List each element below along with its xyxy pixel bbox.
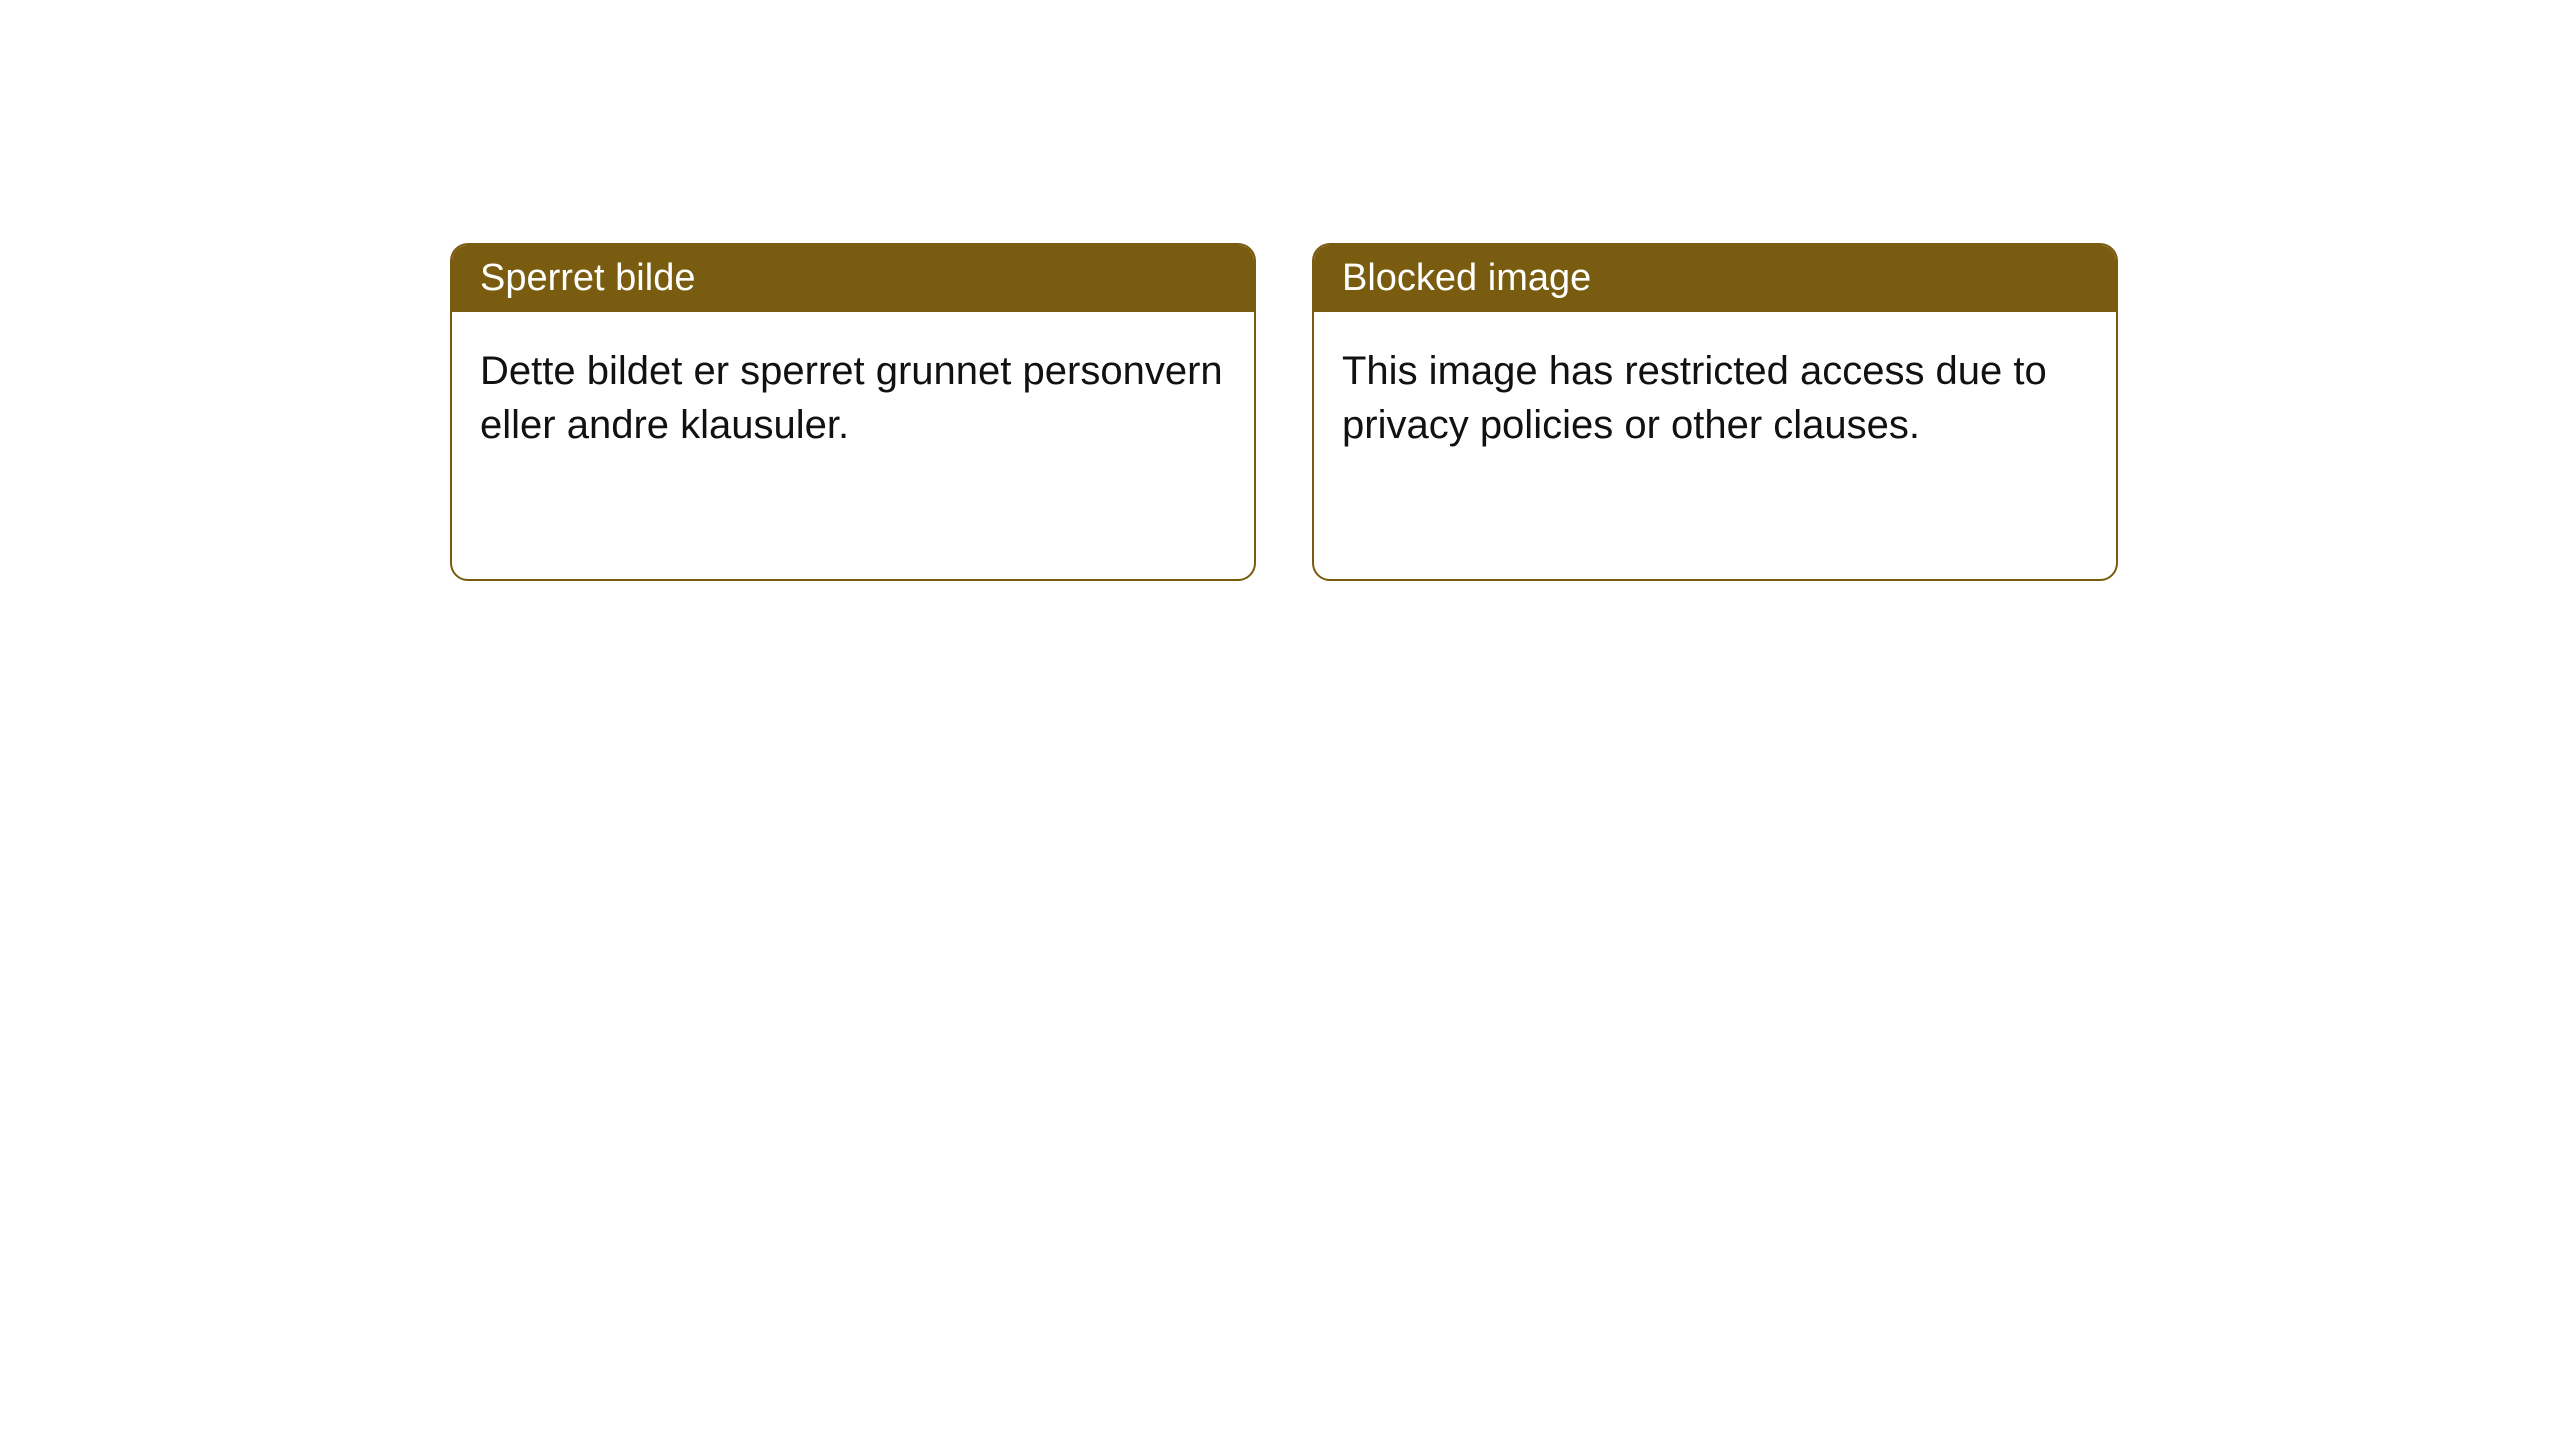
notice-body: This image has restricted access due to … <box>1314 312 2116 484</box>
notice-body: Dette bildet er sperret grunnet personve… <box>452 312 1254 484</box>
notice-title: Blocked image <box>1342 257 1591 299</box>
notice-title: Sperret bilde <box>480 257 695 299</box>
notice-header: Sperret bilde <box>452 245 1254 312</box>
notice-card-english: Blocked image This image has restricted … <box>1312 243 2118 581</box>
notice-container: Sperret bilde Dette bildet er sperret gr… <box>450 243 2118 581</box>
notice-header: Blocked image <box>1314 245 2116 312</box>
notice-body-text: This image has restricted access due to … <box>1342 349 2047 447</box>
notice-card-norwegian: Sperret bilde Dette bildet er sperret gr… <box>450 243 1256 581</box>
notice-body-text: Dette bildet er sperret grunnet personve… <box>480 349 1223 447</box>
